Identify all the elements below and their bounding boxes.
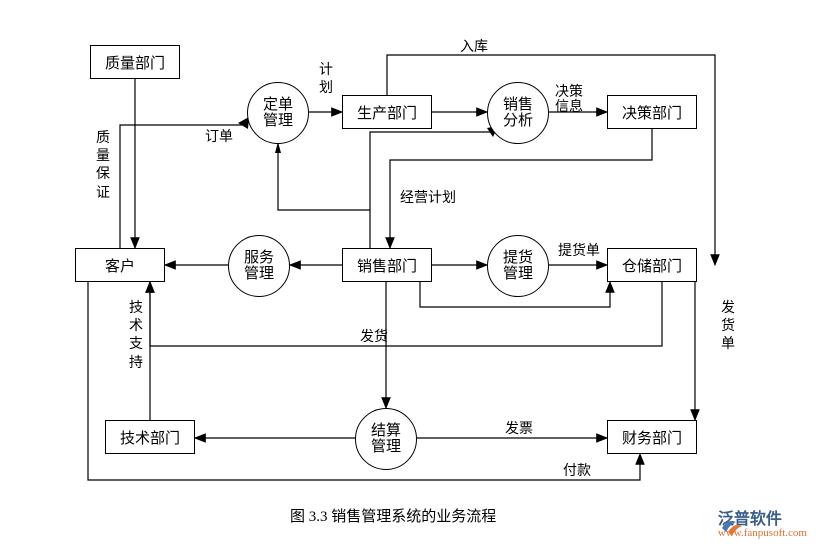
- node-order-mgmt: 定单管理: [247, 82, 309, 144]
- node-finance-dept: 财务部门: [607, 420, 697, 454]
- node-label: 仓储部门: [622, 255, 682, 276]
- edge-label-ship: 发货: [360, 326, 388, 346]
- node-label: 销售分析: [503, 97, 533, 130]
- node-label: 生产部门: [357, 102, 417, 123]
- node-customer: 客户: [75, 248, 165, 282]
- node-sales-analysis: 销售分析: [487, 82, 549, 144]
- node-label: 财务部门: [622, 427, 682, 448]
- logo: 泛普软件 www.fanpusoft.com: [718, 512, 807, 539]
- edge-label-quality: 质量保证: [95, 130, 111, 203]
- node-label: 服务管理: [244, 250, 274, 283]
- edge-label-inbound: 入库: [460, 36, 488, 56]
- edge-label-order: 订单: [205, 126, 233, 146]
- node-quality-dept: 质量部门: [90, 45, 180, 79]
- node-label: 质量部门: [105, 52, 165, 73]
- node-label: 客户: [105, 255, 135, 276]
- edge-label-invoice: 发票: [505, 418, 533, 438]
- edge-label-plan: 计划: [318, 62, 334, 98]
- node-tech-dept: 技术部门: [105, 420, 195, 454]
- node-pickup-mgmt: 提货管理: [487, 235, 549, 297]
- edge-label-tech: 技术支持: [128, 300, 144, 373]
- node-warehouse-dept: 仓储部门: [607, 248, 697, 282]
- edge-label-pickup: 提货单: [558, 240, 600, 260]
- edge-label-bizplan: 经营计划: [400, 187, 456, 207]
- edge-label-pay: 付款: [563, 460, 591, 480]
- node-sales-dept: 销售部门: [342, 248, 432, 282]
- node-label: 技术部门: [120, 427, 180, 448]
- node-label: 销售部门: [357, 255, 417, 276]
- logo-icon: [718, 512, 746, 540]
- edge-label-decision: 决策信息: [555, 85, 583, 116]
- edge-label-shipdoc: 发货单: [720, 300, 736, 355]
- node-settle-mgmt: 结算管理: [355, 408, 417, 470]
- node-prod-dept: 生产部门: [342, 95, 432, 129]
- figure-caption: 图 3.3 销售管理系统的业务流程: [290, 505, 496, 526]
- node-label: 提货管理: [503, 250, 533, 283]
- node-service-mgmt: 服务管理: [228, 235, 290, 297]
- node-label: 定单管理: [263, 97, 293, 130]
- node-decision-dept: 决策部门: [607, 95, 697, 129]
- node-label: 结算管理: [371, 423, 401, 456]
- node-label: 决策部门: [622, 102, 682, 123]
